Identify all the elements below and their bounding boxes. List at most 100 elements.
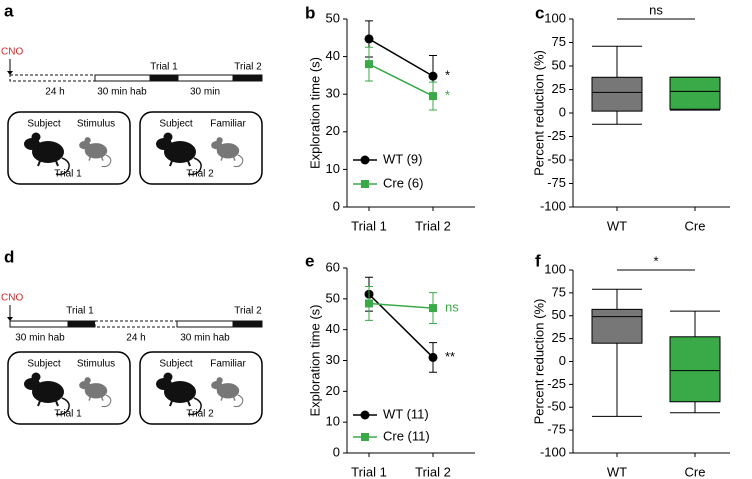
panel-letter: a: [4, 1, 14, 20]
y-tick-label: -75: [547, 175, 566, 190]
y-tick-label: 50: [552, 307, 566, 322]
significance-label: ns: [649, 2, 663, 17]
y-tick-label: 100: [544, 10, 566, 25]
y-tick-label: 75: [552, 34, 566, 49]
y-tick-label: 25: [552, 330, 566, 345]
legend-marker: [361, 433, 369, 441]
timeline-label: 24 h: [126, 333, 145, 344]
mouse-body: [216, 143, 240, 159]
y-tick-label: -75: [547, 422, 566, 437]
mouse-icon: [156, 132, 202, 176]
y-tick-label: 20: [326, 123, 340, 138]
mouse-leg: [55, 400, 59, 407]
y-tick-label: 0: [333, 198, 340, 213]
legend-label: WT (11): [383, 406, 429, 421]
x-tick-label: WT: [607, 218, 627, 233]
mouse-ear: [216, 137, 223, 144]
mouse-icon: [211, 377, 244, 408]
mouse-ear: [84, 137, 91, 144]
mouse-leg: [88, 396, 92, 401]
legend-label: WT (9): [383, 151, 422, 166]
mouse-body: [32, 381, 64, 403]
partner-label: Stimulus: [77, 359, 115, 370]
panel-letter: d: [4, 247, 14, 266]
partner-label: Familiar: [210, 119, 246, 130]
y-tick-label: 50: [326, 10, 340, 25]
mouse-icon: [156, 372, 202, 416]
point: [428, 71, 438, 81]
mouse-ear: [84, 377, 91, 384]
mouse-icon: [24, 132, 70, 176]
cno-label: CNO: [1, 293, 23, 304]
timeline-label: Trial 2: [234, 306, 262, 317]
timeline-segment: [149, 74, 179, 82]
box: [591, 308, 643, 344]
x-tick-label: Trial 1: [351, 218, 387, 233]
cno-arrowhead: [7, 317, 13, 321]
x-tick-label: Cre: [685, 464, 706, 479]
mouse-body: [216, 383, 240, 399]
timeline-label: Trial 1: [66, 306, 94, 317]
point: [365, 299, 373, 308]
mouse-leg: [169, 160, 173, 167]
y-tick-label: -50: [547, 399, 566, 414]
timeline-segment: [94, 74, 151, 82]
y-tick-label: 40: [326, 48, 340, 63]
legend-label: Cre (11): [383, 428, 430, 443]
mouse-leg: [169, 400, 173, 407]
box: [591, 76, 643, 112]
y-tick-label: 60: [326, 259, 340, 274]
x-tick-label: WT: [607, 464, 627, 479]
mouse-leg: [37, 160, 41, 167]
y-tick-label: 100: [544, 261, 566, 276]
y-tick-label: -50: [547, 151, 566, 166]
mouse-leg: [100, 156, 104, 161]
timeline-segment: [94, 320, 178, 328]
mouse-leg: [187, 160, 191, 167]
point: [429, 92, 437, 101]
y-tick-label: 0: [333, 444, 340, 459]
mouse-ear: [31, 372, 41, 382]
mouse-leg: [55, 160, 59, 167]
legend-label: Cre (6): [383, 175, 423, 190]
y-tick-label: 30: [326, 86, 340, 101]
mouse-tail: [55, 397, 70, 416]
mouse-icon: [79, 377, 112, 408]
mouse-tail: [55, 157, 70, 176]
trial-label: Trial 2: [186, 409, 214, 420]
mouse-leg: [232, 156, 236, 161]
trial-label: Trial 1: [54, 169, 82, 180]
legend-marker: [360, 155, 370, 165]
panel-letter: c: [535, 3, 544, 22]
timeline-segment: [9, 320, 69, 328]
timeline-label: 30 min hab: [15, 333, 65, 344]
point: [428, 352, 438, 362]
mouse-leg: [220, 156, 224, 161]
subject-label: Subject: [159, 359, 193, 370]
x-tick-label: Trial 1: [351, 464, 387, 479]
series-line: [368, 63, 434, 97]
mouse-tail: [187, 397, 202, 416]
y-tick-label: 40: [326, 321, 340, 336]
mouse-tail: [233, 154, 244, 168]
mouse-tail: [101, 154, 112, 168]
annotation: *: [445, 68, 450, 83]
mouse-tail: [187, 157, 202, 176]
timeline-label: Trial 1: [150, 62, 178, 73]
timeline-segment: [67, 320, 96, 328]
mouse-icon: [79, 137, 112, 168]
timeline-label: 30 min hab: [180, 333, 230, 344]
y-axis-label: Percent reduction (%): [531, 50, 546, 176]
mouse-ear: [163, 372, 173, 382]
mouse-leg: [232, 396, 236, 401]
mouse-body: [84, 383, 108, 399]
legend-marker: [360, 410, 370, 420]
significance-label: *: [653, 253, 658, 268]
y-tick-label: -25: [547, 376, 566, 391]
series-line: [368, 302, 434, 309]
y-tick-label: -25: [547, 128, 566, 143]
point: [429, 304, 437, 313]
x-tick-label: Trial 2: [415, 464, 451, 479]
